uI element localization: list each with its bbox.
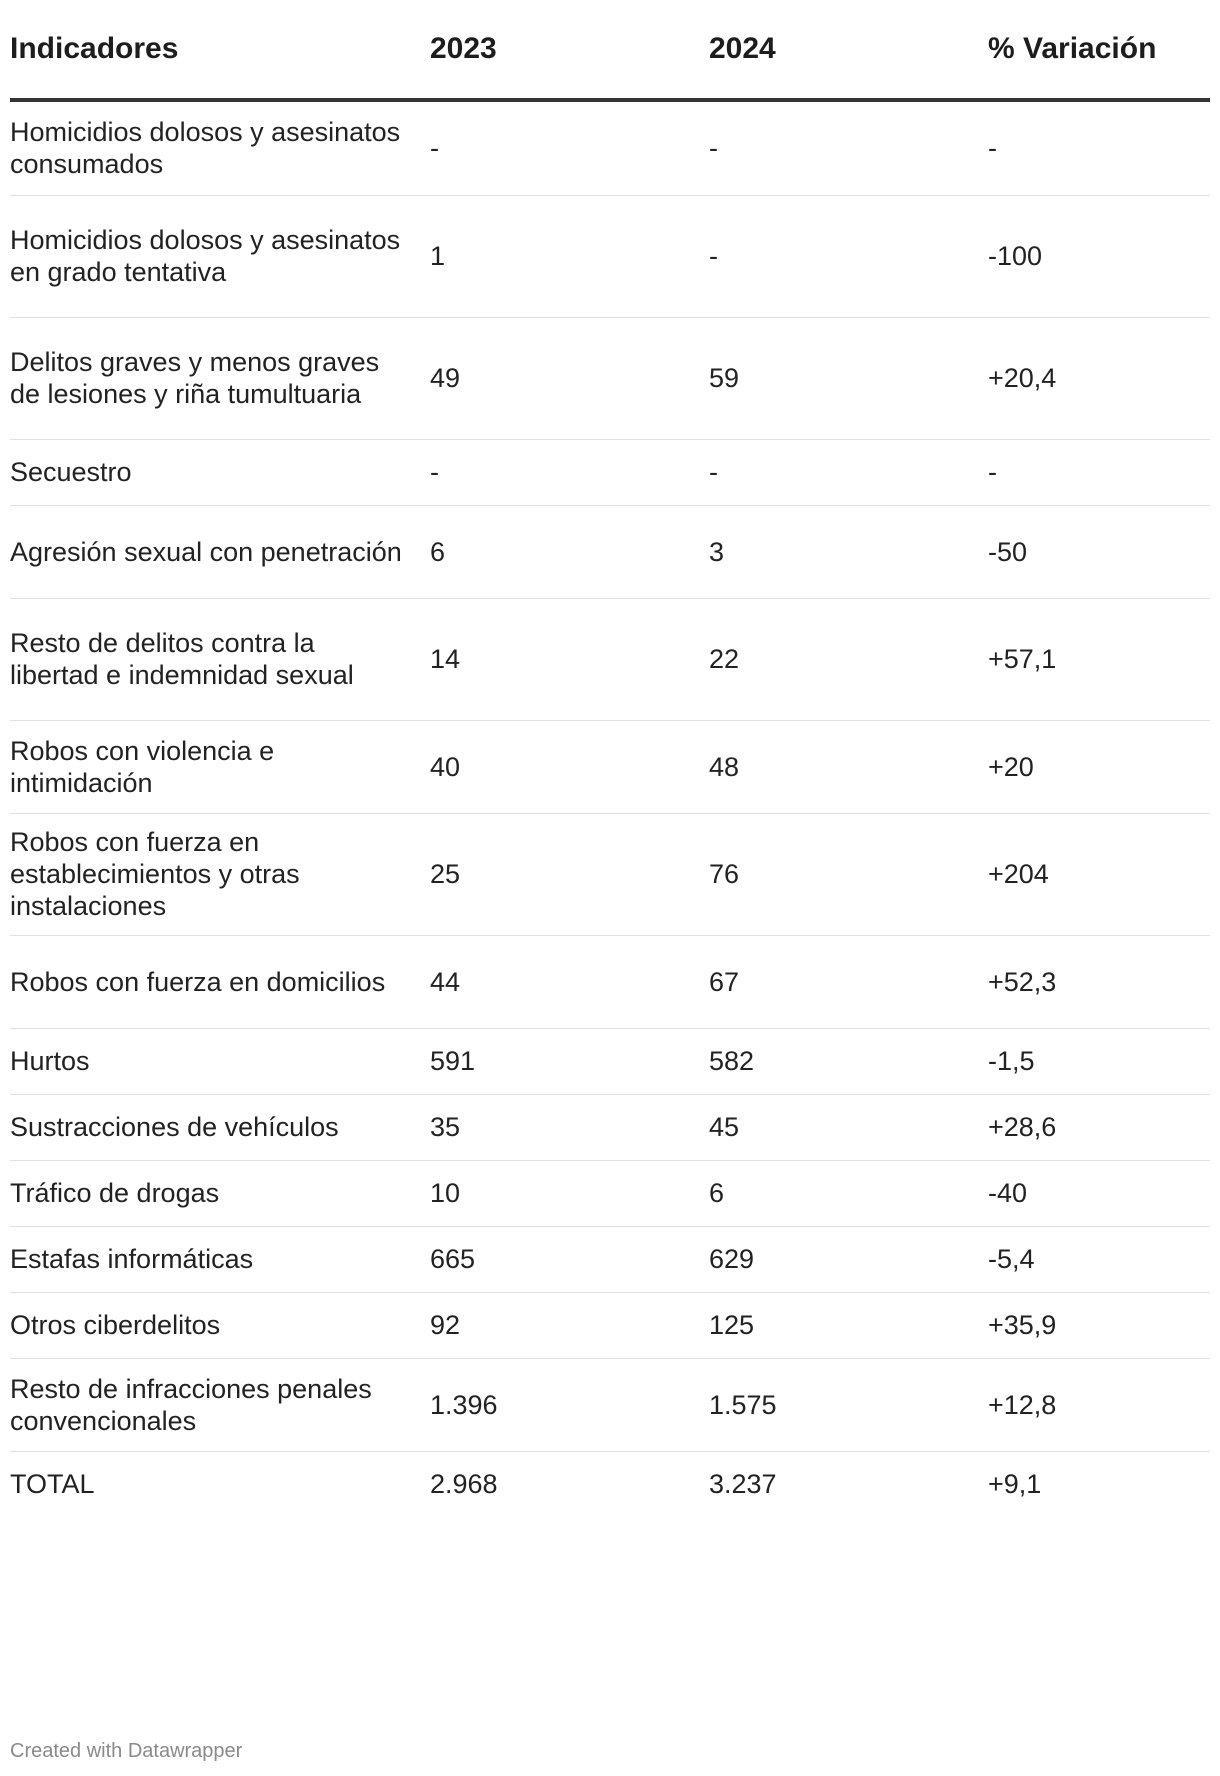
header-2023[interactable]: 2023 [430, 0, 709, 102]
cell-indicator: Sustracciones de vehículos [10, 1094, 430, 1161]
table-row: Hurtos 591 582 -1,5 [10, 1028, 1210, 1095]
cell-2024: - [709, 100, 988, 196]
cell-2023: 44 [430, 935, 709, 1029]
cell-variation: +35,9 [988, 1292, 1210, 1359]
cell-2023: 14 [430, 598, 709, 721]
cell-2023: 665 [430, 1226, 709, 1293]
datawrapper-credit[interactable]: Created with Datawrapper [10, 1740, 243, 1762]
cell-2023: 92 [430, 1292, 709, 1359]
cell-variation: +20 [988, 720, 1210, 814]
cell-2024: 48 [709, 720, 988, 814]
table-row: Robos con fuerza en establecimientos y o… [10, 813, 1210, 936]
cell-2024: 59 [709, 317, 988, 440]
data-table-container: Indicadores 2023 2024 % Variación Homici… [10, 0, 1210, 1517]
cell-indicator: Homicidios dolosos y asesinatos en grado… [10, 195, 430, 318]
header-indicadores[interactable]: Indicadores [10, 0, 430, 102]
cell-variation: +57,1 [988, 598, 1210, 721]
table-row: Homicidios dolosos y asesinatos en grado… [10, 195, 1210, 318]
cell-variation: +20,4 [988, 317, 1210, 440]
cell-variation: +9,1 [988, 1469, 1042, 1500]
cell-2023: 6 [430, 505, 709, 599]
cell-2024: 3.237 [709, 1469, 777, 1500]
cell-indicator: Delitos graves y menos graves de lesione… [10, 317, 430, 440]
cell-2024: - [709, 195, 988, 318]
cell-2024: 1.575 [709, 1358, 988, 1452]
cell-indicator: Estafas informáticas [10, 1226, 430, 1293]
cell-indicator: Otros ciberdelitos [10, 1292, 430, 1359]
cell-variation: +52,3 [988, 935, 1210, 1029]
cell-2023: 35 [430, 1094, 709, 1161]
cell-2024: 76 [709, 813, 988, 936]
cell-2023: 1 [430, 195, 709, 318]
table-row: Tráfico de drogas 10 6 -40 [10, 1160, 1210, 1227]
header-variacion[interactable]: % Variación [988, 0, 1210, 102]
cell-2024: 67 [709, 935, 988, 1029]
cell-indicator: Resto de delitos contra la libertad e in… [10, 598, 430, 721]
cell-2023: 49 [430, 317, 709, 440]
cell-indicator: Tráfico de drogas [10, 1160, 430, 1227]
cell-variation: -5,4 [988, 1226, 1210, 1293]
cell-variation: - [988, 100, 1210, 196]
cell-indicator: Homicidios dolosos y asesinatos consumad… [10, 100, 430, 196]
cell-2023: 1.396 [430, 1358, 709, 1452]
table-row: Resto de infracciones penales convencion… [10, 1358, 1210, 1452]
cell-2024: 125 [709, 1292, 988, 1359]
cell-indicator: Secuestro [10, 439, 430, 506]
header-2024[interactable]: 2024 [709, 0, 988, 102]
crime-indicators-table: Indicadores 2023 2024 % Variación Homici… [10, 0, 1210, 1517]
cell-2024: 6 [709, 1160, 988, 1227]
cell-indicator: Robos con fuerza en establecimientos y o… [10, 813, 430, 936]
cell-variation: +204 [988, 813, 1210, 936]
table-total-row: TOTAL 2.968 3.237 +9,1 [10, 1451, 1210, 1517]
table-row: Agresión sexual con penetración 6 3 -50 [10, 505, 1210, 599]
cell-2024: 3 [709, 505, 988, 599]
cell-variation: +28,6 [988, 1094, 1210, 1161]
cell-2023: 591 [430, 1028, 709, 1095]
cell-2023: 10 [430, 1160, 709, 1227]
cell-variation: +12,8 [988, 1358, 1210, 1452]
cell-2024: 582 [709, 1028, 988, 1095]
cell-2023: - [430, 100, 709, 196]
cell-2023: - [430, 439, 709, 506]
cell-variation: -50 [988, 505, 1210, 599]
table-row: Sustracciones de vehículos 35 45 +28,6 [10, 1094, 1210, 1161]
cell-2024: 45 [709, 1094, 988, 1161]
cell-2024: - [709, 439, 988, 506]
cell-2024: 629 [709, 1226, 988, 1293]
table-row: Secuestro - - - [10, 439, 1210, 506]
table-header-row: Indicadores 2023 2024 % Variación [10, 0, 1210, 102]
cell-2023: 25 [430, 813, 709, 936]
cell-2024: 22 [709, 598, 988, 721]
cell-variation: -1,5 [988, 1028, 1210, 1095]
table-row: Resto de delitos contra la libertad e in… [10, 598, 1210, 721]
table-row: Estafas informáticas 665 629 -5,4 [10, 1226, 1210, 1293]
table-row: Robos con violencia e intimidación 40 48… [10, 720, 1210, 814]
cell-indicator: TOTAL [10, 1469, 95, 1500]
cell-indicator: Robos con fuerza en domicilios [10, 935, 430, 1029]
cell-indicator: Agresión sexual con penetración [10, 505, 430, 599]
table-row: Delitos graves y menos graves de lesione… [10, 317, 1210, 440]
cell-indicator: Resto de infracciones penales convencion… [10, 1358, 430, 1452]
cell-variation: - [988, 439, 1210, 506]
cell-indicator: Hurtos [10, 1028, 430, 1095]
cell-2023: 2.968 [430, 1469, 498, 1500]
table-row: Homicidios dolosos y asesinatos consumad… [10, 100, 1210, 196]
cell-variation: -100 [988, 195, 1210, 318]
table-row: Robos con fuerza en domicilios 44 67 +52… [10, 935, 1210, 1029]
table-row: Otros ciberdelitos 92 125 +35,9 [10, 1292, 1210, 1359]
cell-indicator: Robos con violencia e intimidación [10, 720, 430, 814]
cell-variation: -40 [988, 1160, 1210, 1227]
cell-2023: 40 [430, 720, 709, 814]
